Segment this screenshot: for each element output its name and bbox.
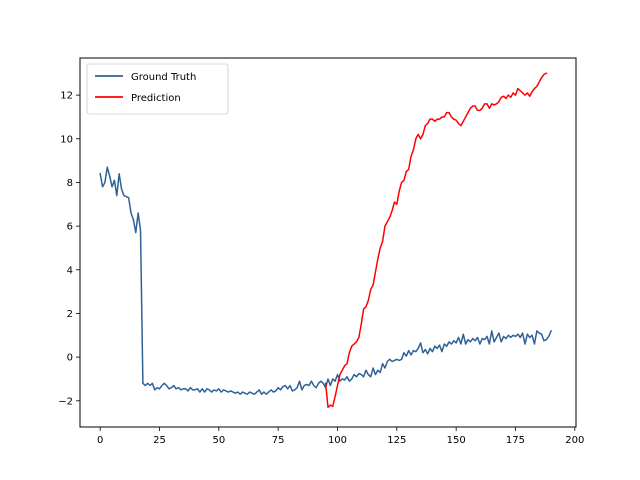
y-tick-label: −2 bbox=[58, 396, 73, 407]
x-tick-label: 150 bbox=[447, 435, 466, 446]
x-tick-label: 100 bbox=[328, 435, 347, 446]
x-tick-label: 0 bbox=[97, 435, 103, 446]
x-tick-label: 200 bbox=[565, 435, 584, 446]
y-axis: −2 0 2 4 6 8 10 12 bbox=[58, 91, 80, 407]
y-tick-label: 12 bbox=[60, 91, 73, 102]
x-tick-label: 25 bbox=[153, 435, 166, 446]
x-tick-label: 75 bbox=[272, 435, 285, 446]
y-tick-label: 0 bbox=[67, 353, 73, 364]
y-tick-label: 10 bbox=[60, 134, 73, 145]
series-line-prediction bbox=[324, 72, 548, 409]
y-tick-label: 4 bbox=[67, 265, 73, 276]
legend-label-ground-truth: Ground Truth bbox=[131, 72, 196, 83]
x-tick-label: 125 bbox=[387, 435, 406, 446]
x-tick-label: 175 bbox=[506, 435, 525, 446]
legend-label-prediction: Prediction bbox=[131, 93, 181, 104]
axes-frame bbox=[79, 57, 577, 428]
x-tick-label: 50 bbox=[212, 435, 225, 446]
y-tick-label: 6 bbox=[67, 222, 73, 233]
y-tick-label: 8 bbox=[67, 178, 73, 189]
plot-area bbox=[99, 72, 553, 409]
x-axis: 0 25 50 75 100 125 150 175 200 bbox=[97, 427, 584, 446]
y-tick-label: 2 bbox=[67, 309, 73, 320]
legend: Ground Truth Prediction bbox=[86, 63, 229, 115]
